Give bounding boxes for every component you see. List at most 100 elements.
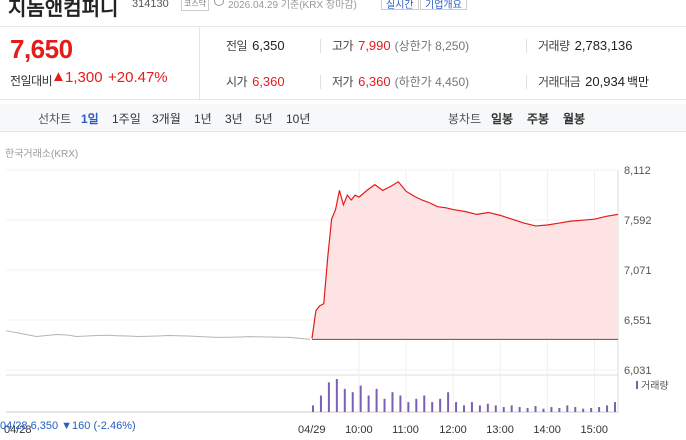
volume-bar bbox=[478, 405, 481, 412]
stock-code: 314130 bbox=[132, 0, 169, 10]
up-triangle-icon: ▲ bbox=[51, 68, 66, 85]
market-badge: 코스닥 bbox=[181, 0, 210, 11]
candle-chart-label: 봉차트 bbox=[448, 112, 482, 126]
y-tick-label: 8,112 bbox=[624, 165, 651, 177]
change-label: 전일대비 bbox=[10, 74, 53, 88]
volume-bar bbox=[470, 402, 473, 412]
divider bbox=[320, 75, 321, 89]
tab-10-years[interactable]: 10년 bbox=[286, 112, 311, 126]
x-tick-label: 04/29 bbox=[298, 424, 326, 436]
volume-bar bbox=[407, 402, 410, 412]
change-value: 1,300 bbox=[65, 69, 103, 86]
x-tick-label: 15:00 bbox=[580, 424, 608, 436]
volume-bar bbox=[510, 405, 513, 412]
today-price-area bbox=[312, 181, 618, 340]
volume-bar bbox=[439, 398, 442, 412]
tab-3-months[interactable]: 3개월 bbox=[152, 112, 181, 126]
volume-bar bbox=[399, 395, 402, 412]
x-tick-label: 11:00 bbox=[392, 424, 419, 436]
current-price: 7,650 bbox=[10, 34, 73, 64]
company-overview-button[interactable]: 기업개요 bbox=[420, 0, 467, 11]
high-stat: 고가 7,990 (상한가 8,250) bbox=[332, 37, 469, 54]
tab-1-week[interactable]: 1주일 bbox=[112, 112, 141, 126]
tab-3-years[interactable]: 3년 bbox=[225, 112, 243, 126]
high-value: 7,990 bbox=[358, 38, 391, 53]
volume-bar bbox=[518, 407, 521, 412]
upper-limit: (상한가 8,250) bbox=[394, 39, 470, 53]
prev-day-price-line bbox=[5, 330, 311, 340]
open-value: 6,360 bbox=[252, 74, 285, 89]
y-tick-label: 7,592 bbox=[624, 215, 652, 227]
amount-stat: 거래대금 20,934 백만 bbox=[538, 73, 649, 90]
prev-close-stat: 전일 6,350 bbox=[226, 37, 285, 54]
y-tick-label: 7,071 bbox=[624, 265, 652, 277]
tab-weekly-candle[interactable]: 주봉 bbox=[527, 112, 550, 126]
lower-limit: (하한가 4,450) bbox=[394, 75, 470, 89]
volume-bar bbox=[391, 392, 394, 412]
high-label: 고가 bbox=[332, 39, 354, 53]
y-tick-label: 6,031 bbox=[624, 365, 652, 377]
divider bbox=[526, 75, 527, 89]
tab-1-year[interactable]: 1년 bbox=[194, 112, 212, 126]
change-percent: +20.47% bbox=[108, 69, 168, 86]
amount-value: 20,934 bbox=[585, 74, 625, 89]
volume-bar bbox=[359, 385, 362, 412]
tab-5-years[interactable]: 5년 bbox=[255, 112, 273, 126]
volume-bar bbox=[415, 398, 418, 412]
open-stat: 시가 6,360 bbox=[226, 73, 285, 90]
volume-bar bbox=[423, 395, 426, 412]
amount-unit: 백만 bbox=[626, 75, 650, 89]
volume-legend-label: 거래량 bbox=[641, 380, 669, 392]
volume-bar bbox=[494, 405, 497, 412]
volume-legend-swatch bbox=[636, 381, 638, 389]
data-source: 한국거래소(KRX) bbox=[5, 149, 79, 160]
volume-bar bbox=[550, 407, 553, 412]
volume-bar bbox=[606, 405, 609, 412]
y-tick-label: 6,551 bbox=[624, 315, 652, 327]
amount-label: 거래대금 bbox=[538, 75, 581, 89]
volume-bar bbox=[486, 403, 489, 412]
price-summary: 7,650 전일대비 ▲ 1,300 +20.47% 전일 6,350 고가 7,9… bbox=[0, 26, 686, 101]
low-label: 저가 bbox=[332, 75, 354, 89]
volume-bar bbox=[455, 402, 458, 412]
tab-1-day[interactable]: 1일 bbox=[81, 112, 99, 126]
tab-monthly-candle[interactable]: 월봉 bbox=[563, 112, 586, 126]
volume-bar bbox=[566, 405, 569, 412]
volume-bar bbox=[383, 398, 386, 412]
prev-close-value: 6,350 bbox=[252, 38, 285, 53]
prev-day-info: 04/28 6,350 ▼160 (-2.46%) bbox=[0, 420, 136, 432]
volume-bar bbox=[367, 395, 370, 412]
volume-value: 2,783,136 bbox=[574, 38, 633, 53]
title-bar: 지놈앤컴퍼니 314130 코스닥 2026.04.29 기준(KRX 장마감)… bbox=[0, 0, 686, 20]
timestamp: 2026.04.29 기준(KRX 장마감) bbox=[228, 0, 357, 11]
x-tick-label: 14:00 bbox=[533, 424, 561, 436]
x-tick-label: 04/28 bbox=[4, 424, 32, 436]
prev-close-label: 전일 bbox=[226, 39, 248, 53]
x-tick-label: 13:00 bbox=[486, 424, 514, 436]
volume-bar bbox=[598, 407, 601, 412]
stock-name: 지놈앤컴퍼니 bbox=[8, 0, 119, 20]
intraday-price-chart[interactable]: 8,112 7,592 7,071 6,551 6,031 04/28 04/29 10:00… bbox=[0, 150, 686, 440]
volume-bar bbox=[375, 388, 378, 412]
divider bbox=[526, 39, 527, 53]
volume-bar bbox=[351, 392, 354, 412]
today-price-line bbox=[311, 180, 619, 339]
volume-label: 거래량 bbox=[538, 39, 570, 53]
divider bbox=[320, 39, 321, 53]
line-chart-label: 선차트 bbox=[38, 112, 72, 126]
volume-bar bbox=[431, 402, 434, 412]
volume-bar bbox=[542, 408, 545, 412]
open-label: 시가 bbox=[226, 75, 248, 89]
volume-bar bbox=[343, 388, 346, 412]
tab-daily-candle[interactable]: 일봉 bbox=[491, 112, 514, 126]
volume-bar bbox=[312, 405, 314, 412]
chart-period-tabs: 선차트 1일 1주일 3개월 1년 3년 5년 10년 봉차트 일봉 주봉 월봉 bbox=[0, 104, 686, 132]
volume-bar bbox=[558, 408, 561, 412]
volume-bar bbox=[534, 406, 537, 412]
x-tick-label: 12:00 bbox=[439, 424, 467, 436]
volume-bar bbox=[463, 405, 465, 412]
low-value: 6,360 bbox=[358, 74, 391, 89]
clock-icon bbox=[214, 0, 224, 6]
realtime-button[interactable]: 실시간 bbox=[381, 0, 419, 11]
volume-bar bbox=[327, 382, 330, 412]
